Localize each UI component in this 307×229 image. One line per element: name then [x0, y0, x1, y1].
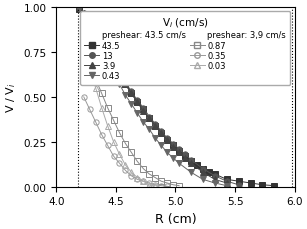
Y-axis label: V / V$_i$: V / V$_i$: [4, 82, 18, 112]
Legend: preshear: 43.5 cm/s, 43.5, 13, 3.9, 0.43, preshear: 3,9 cm/s, 0.87, 0.35, 0.03: preshear: 43.5 cm/s, 43.5, 13, 3.9, 0.43…: [80, 12, 290, 85]
X-axis label: R (cm): R (cm): [155, 212, 196, 225]
